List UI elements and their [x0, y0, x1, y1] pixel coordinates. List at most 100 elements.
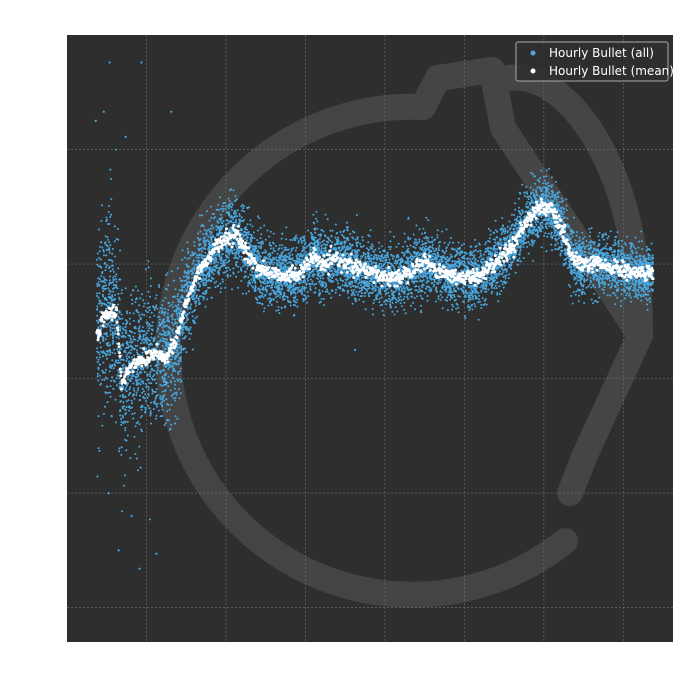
point-all [337, 282, 340, 285]
point-all [280, 237, 283, 240]
point-all [307, 279, 309, 282]
point-all [111, 364, 114, 367]
point-all [257, 259, 260, 262]
point-all [599, 277, 602, 280]
point-all [500, 241, 503, 244]
point-all [508, 234, 511, 237]
point-all [407, 238, 410, 241]
point-all [259, 237, 262, 240]
point-all [268, 285, 271, 287]
point-all [435, 300, 437, 303]
point-all [409, 237, 412, 240]
point-all [535, 219, 538, 222]
point-all [501, 268, 504, 271]
point-all [141, 387, 144, 390]
point-all [471, 254, 474, 257]
point-all [240, 255, 243, 258]
point-all [211, 224, 214, 227]
point-all [570, 265, 572, 268]
point-all [312, 275, 315, 278]
point-all [610, 284, 613, 287]
point-all [358, 287, 361, 290]
point-all [479, 300, 481, 303]
point-all [105, 279, 108, 282]
point-all [483, 284, 486, 287]
point-all [228, 253, 231, 256]
point-all [171, 330, 174, 333]
point-all [507, 277, 510, 280]
plot-area [67, 35, 673, 642]
point-all [178, 289, 181, 292]
point-all [303, 235, 305, 238]
point-all [109, 333, 112, 336]
point-all [295, 234, 298, 237]
point-all [193, 269, 196, 272]
point-all [425, 241, 428, 244]
point-all [132, 319, 135, 322]
point-all [482, 284, 485, 287]
point-all [434, 289, 437, 292]
point-all [263, 224, 266, 227]
point-all [109, 391, 112, 394]
point-all [295, 246, 298, 249]
point-all [645, 249, 648, 252]
point-all [224, 286, 227, 289]
point-all [609, 279, 611, 282]
point-all [191, 348, 194, 351]
point-all [241, 292, 244, 295]
point-all [544, 186, 547, 188]
point-all [170, 358, 173, 361]
point-all [168, 408, 171, 411]
point-all [124, 396, 127, 399]
point-all [191, 276, 194, 279]
point-all [436, 234, 439, 236]
point-all [217, 203, 220, 206]
point-all [199, 295, 202, 298]
point-all [319, 283, 322, 286]
point-all [424, 245, 427, 248]
point-all [617, 239, 620, 242]
point-all [542, 195, 545, 198]
point-all [318, 247, 321, 249]
point-all [275, 256, 278, 259]
point-all [321, 240, 324, 243]
point-all [268, 297, 271, 300]
point-all [613, 241, 616, 244]
point-all [396, 310, 399, 313]
point-all [578, 294, 580, 297]
point-all [331, 241, 334, 244]
point-all [254, 282, 257, 285]
point-all [283, 249, 286, 252]
point-all [303, 286, 306, 289]
point-all [375, 261, 378, 264]
point-all [272, 232, 275, 235]
point-all [104, 405, 106, 408]
point-all [611, 254, 614, 256]
point-all [516, 215, 519, 218]
point-all [250, 284, 253, 287]
point-all [362, 282, 365, 285]
point-all [632, 276, 635, 279]
point-all [267, 253, 270, 256]
point-all [238, 213, 241, 216]
point-all [119, 328, 122, 331]
point-all [558, 201, 561, 204]
point-all [117, 238, 120, 241]
point-all [231, 204, 234, 206]
point-all [197, 232, 200, 235]
point-all [182, 331, 185, 334]
point-all [150, 382, 153, 385]
point-all [301, 287, 304, 290]
point-all [367, 256, 370, 258]
point-all [404, 240, 407, 243]
point-all [514, 218, 516, 221]
point-all [187, 250, 190, 253]
point-all [637, 285, 640, 288]
point-all [424, 287, 427, 290]
point-all [485, 287, 488, 290]
point-all [634, 236, 637, 239]
point-all [406, 296, 409, 298]
point-all [505, 270, 508, 273]
point-all [102, 412, 105, 415]
point-all [182, 286, 185, 289]
